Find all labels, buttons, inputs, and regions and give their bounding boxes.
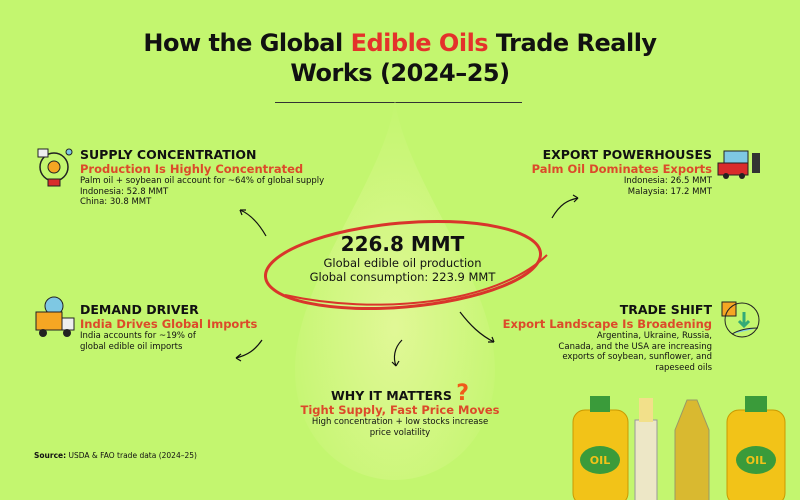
section-text: Indonesia: 26.5 MMT — [623, 176, 712, 186]
supply-section: SUPPLY CONCENTRATION Production Is Highl… — [80, 147, 324, 208]
section-subheading: Export Landscape Is Broadening — [502, 317, 712, 331]
section-text: price volatility — [369, 427, 431, 438]
section-text: exports of soybean, sunflower, and — [562, 352, 712, 362]
production-label: Global edible oil production — [323, 256, 482, 270]
why-section: WHY IT MATTERS ? Tight Supply, Fast Pric… — [290, 383, 510, 438]
bottle-label: OIL — [590, 454, 610, 467]
title-text: How the Global — [143, 29, 351, 57]
arrow-icon — [459, 311, 495, 343]
source-text: USDA & FAO trade data (2024–25) — [66, 451, 197, 460]
section-subheading: India Drives Global Imports — [80, 317, 258, 331]
arrow-icon — [239, 209, 267, 237]
page-title: How the Global Edible Oils Trade Really … — [0, 28, 800, 88]
section-text: Indonesia: 52.8 MMT — [80, 186, 169, 197]
section-text: rapeseed oils — [655, 362, 712, 373]
demand-section: DEMAND DRIVER India Drives Global Import… — [80, 302, 257, 352]
section-text: global edible oil imports — [80, 341, 183, 352]
oil-drop-graphic — [295, 100, 495, 480]
section-text: Malaysia: 17.2 MMT — [627, 186, 712, 197]
section-text: Palm oil + soybean oil account for ~64% … — [80, 176, 325, 186]
section-subheading: Tight Supply, Fast Price Moves — [300, 403, 500, 417]
trade-section: TRADE SHIFT Export Landscape Is Broadeni… — [503, 302, 712, 373]
red-ellipse-highlight — [263, 219, 548, 311]
oil-bottles-illustration: OIL OIL — [572, 396, 786, 500]
title-text: Trade Really — [488, 29, 657, 57]
question-mark-icon: ? — [456, 381, 469, 406]
section-subheading: Palm Oil Dominates Exports — [531, 162, 712, 176]
trade-box-hand-icon — [720, 300, 760, 344]
section-heading: EXPORT POWERHOUSES — [542, 147, 712, 162]
section-text: China: 30.8 MMT — [80, 197, 152, 207]
import-truck-icon — [34, 296, 76, 342]
section-subheading: Production Is Highly Concentrated — [80, 162, 304, 176]
export-truck-icon — [717, 145, 762, 183]
arrow-icon — [393, 339, 403, 367]
bottle-label: OIL — [746, 454, 766, 467]
export-section: EXPORT POWERHOUSES Palm Oil Dominates Ex… — [532, 147, 712, 197]
section-text: India accounts for ~19% of — [80, 331, 196, 341]
title-line2: Works (2024–25) — [290, 59, 510, 87]
consumption-label: Global consumption: 223.9 MMT — [309, 270, 496, 284]
arrow-icon — [235, 339, 263, 359]
divider — [275, 102, 522, 103]
section-heading: DEMAND DRIVER — [80, 302, 199, 317]
section-text: High concentration + low stocks increase — [311, 417, 489, 427]
production-value: 226.8 MMT — [340, 232, 465, 256]
arrow-icon — [551, 197, 579, 219]
section-heading: WHY IT MATTERS — [331, 388, 452, 403]
section-text: Canada, and the USA are increasing — [558, 341, 712, 352]
central-stat: 226.8 MMT Global edible oil production G… — [260, 232, 545, 284]
source-label: Source: — [34, 451, 67, 460]
source-note: Source: USDA & FAO trade data (2024–25) — [34, 451, 197, 460]
section-heading: TRADE SHIFT — [619, 302, 712, 317]
supply-chain-icon — [34, 147, 74, 187]
title-accent: Edible Oils — [350, 29, 489, 57]
section-text: Argentina, Ukraine, Russia, — [596, 331, 712, 341]
section-heading: SUPPLY CONCENTRATION — [80, 147, 257, 162]
